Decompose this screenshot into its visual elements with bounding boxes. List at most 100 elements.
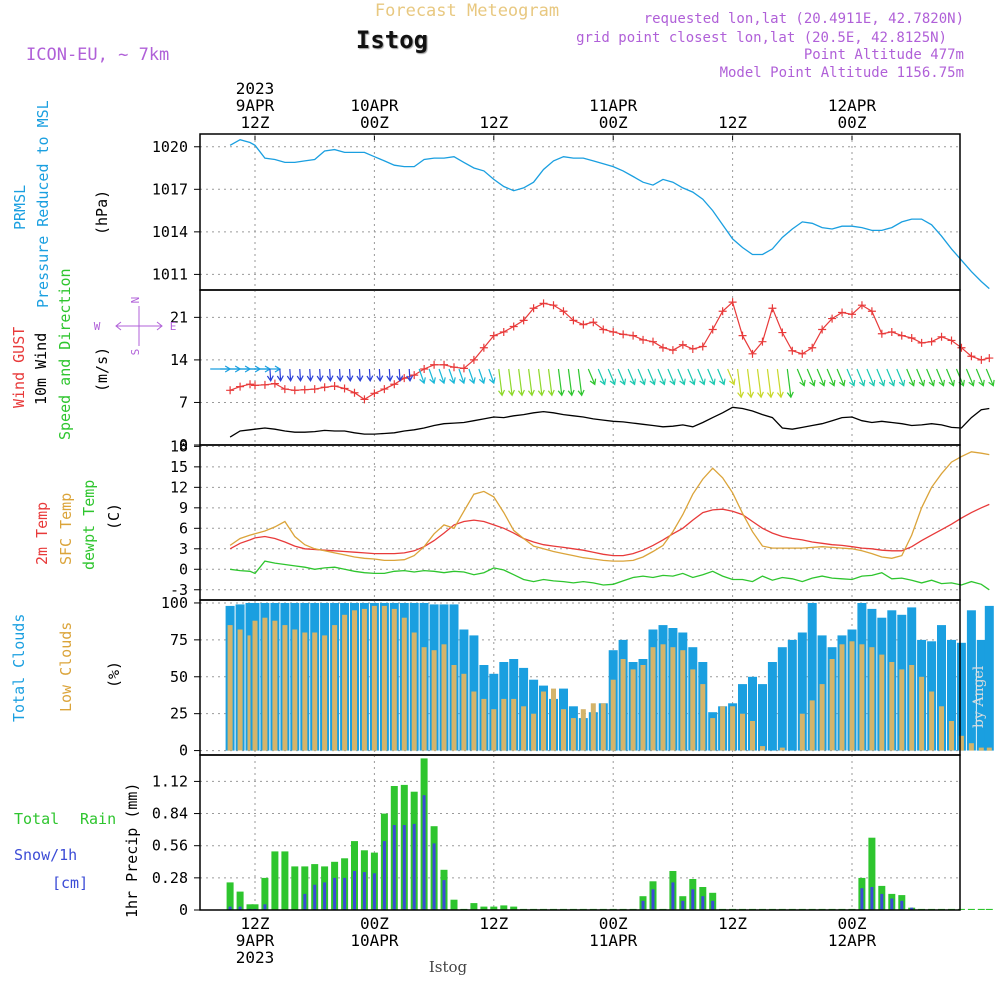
gust-marker	[828, 314, 837, 323]
low-cloud-bar	[986, 747, 992, 751]
y-tick-label: 0	[179, 560, 188, 578]
gust-marker	[838, 308, 847, 317]
snow-bar	[392, 825, 396, 910]
low-cloud-bar	[600, 703, 606, 751]
wind-arrow	[517, 368, 525, 397]
low-cloud-bar	[809, 700, 815, 751]
y-tick-label: 0.84	[152, 805, 188, 823]
low-cloud-bar	[859, 644, 865, 751]
pressure-labels: PRMSL Pressure Reduced to MSL (hPa)	[11, 100, 111, 308]
low-cloud-bar	[352, 610, 357, 751]
wind-arrow	[866, 368, 876, 387]
low-cloud-bar	[590, 703, 596, 751]
low-cloud-bar	[978, 747, 984, 751]
gust-marker	[887, 327, 896, 336]
low-cloud-bar	[760, 746, 765, 751]
low-cloud-bar	[421, 647, 427, 751]
pressure-line	[229, 139, 990, 290]
wind-arrow	[438, 368, 446, 385]
wind-arrow	[776, 368, 784, 399]
snow-bar	[313, 884, 317, 910]
wind-arrow	[458, 368, 466, 385]
snow-bar	[382, 841, 386, 910]
rain-bar	[271, 851, 279, 910]
wind-arrow	[478, 368, 486, 385]
gust-marker	[768, 304, 777, 313]
bottom-time-label: 00Z	[838, 914, 867, 933]
gust-marker	[957, 343, 966, 352]
wind-arrow	[965, 368, 975, 387]
wind-label-unit: (m/s)	[93, 347, 111, 392]
wind-line	[229, 406, 990, 438]
wind-arrow	[306, 368, 314, 382]
rain-bar	[985, 908, 993, 910]
low-cloud-bar	[939, 706, 944, 751]
low-cloud-bar	[381, 605, 387, 751]
top-time-label: 00Z	[838, 113, 867, 132]
low-cloud-bar	[730, 706, 736, 751]
supertitle: Forecast Meteogram	[375, 1, 559, 21]
wind-arrow	[667, 368, 676, 386]
watermark: by Angel	[971, 665, 987, 728]
wind-label-gust: Wind GUST	[10, 327, 28, 408]
snow-bar	[402, 825, 406, 910]
bottom-time-label: 00Z	[360, 914, 389, 933]
y-tick-label: 21	[170, 308, 188, 326]
bottom-time-label: 2023	[236, 948, 275, 967]
snow-bar	[910, 907, 914, 910]
y-tick-label: 9	[179, 499, 188, 517]
wind-arrow	[286, 368, 294, 382]
gust-marker	[430, 360, 439, 369]
wind-arrow	[985, 368, 995, 387]
y-tick-label: 0.28	[152, 869, 188, 887]
bottom-time-label: 12Z	[479, 914, 508, 933]
gust-marker	[668, 346, 677, 355]
low-cloud-bar	[282, 625, 288, 751]
wind-arrow	[276, 368, 284, 382]
rain-bar	[977, 908, 985, 910]
y-tick-label: 0	[179, 742, 188, 760]
low-cloud-bar	[610, 679, 616, 751]
rain-bar	[868, 837, 876, 910]
pressure-panel: 1011 1014 1017 1020	[152, 133, 990, 291]
low-cloud-bar	[312, 632, 318, 751]
gust-marker	[698, 342, 707, 351]
gust-marker	[758, 337, 767, 346]
low-cloud-bar	[491, 709, 497, 751]
wind-arrow	[557, 368, 565, 397]
pressure-label-prmsl: PRMSL	[11, 185, 29, 230]
low-cloud-bar	[750, 721, 755, 751]
rain-bar	[450, 899, 458, 910]
rain-bar	[291, 866, 299, 910]
gust-marker	[808, 343, 817, 352]
low-cloud-bar	[849, 641, 855, 751]
y-tick-label: 1017	[152, 180, 188, 198]
gust-marker	[788, 346, 797, 355]
bottom-time-label: 00Z	[599, 914, 628, 933]
top-time-label: 9APR	[236, 96, 275, 115]
top-time-label: 12Z	[479, 113, 508, 132]
wind-arrow	[945, 368, 955, 387]
top-time-label: 12Z	[241, 113, 270, 132]
snow-bar	[333, 877, 337, 910]
rain-bar	[480, 906, 488, 910]
rain-bar	[236, 891, 244, 910]
gust-marker	[246, 380, 255, 389]
low-cloud-bar	[710, 718, 716, 751]
gust-marker	[917, 338, 926, 347]
total-cloud-bar	[947, 639, 956, 751]
wind-arrow	[336, 368, 344, 382]
low-cloud-bar	[481, 698, 487, 751]
low-cloud-bar	[670, 647, 676, 751]
total-cloud-bar	[966, 610, 976, 751]
gust-marker	[410, 371, 419, 380]
gust-marker	[469, 355, 478, 364]
low-cloud-bar	[322, 635, 328, 751]
snow-bar	[238, 906, 242, 910]
low-cloud-bar	[561, 709, 566, 751]
low-cloud-bar	[799, 713, 805, 751]
total-cloud-bar	[984, 605, 994, 751]
y-tick-label: 1011	[152, 265, 188, 283]
